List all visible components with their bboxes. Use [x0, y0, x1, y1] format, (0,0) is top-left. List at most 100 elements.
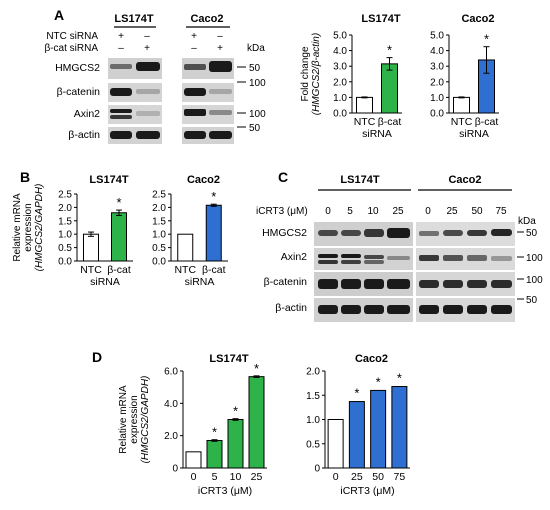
blot-a-band	[184, 64, 206, 70]
blot-c-band	[387, 305, 410, 314]
significance-asterisk: *	[354, 386, 359, 401]
bar	[370, 389, 387, 469]
blot-a-band	[136, 111, 160, 116]
blot-c-band	[467, 230, 487, 236]
bar	[227, 419, 244, 469]
x-sublabel: siRNA	[459, 128, 489, 140]
blot-c-ls-strip-axin2	[314, 248, 413, 270]
y-tick-label: 0	[172, 464, 178, 475]
blot-a-band	[136, 131, 160, 139]
blot-c-band	[467, 255, 487, 261]
y-axis-label: Fold change	[300, 46, 311, 101]
y-tick-label: 3.0	[430, 62, 444, 73]
y-tick-label: 2.0	[164, 431, 178, 442]
blot-c-band	[341, 254, 361, 258]
blot-a: LS174T Caco2 NTC siRNA β-cat siRNA + – +…	[44, 13, 266, 144]
blot-c-band	[491, 256, 512, 261]
blot-c-band	[419, 255, 439, 261]
chart-title: LS174T	[89, 174, 128, 186]
x-tick-label: 0	[333, 471, 339, 483]
blot-a-marker-100a: 100	[249, 78, 266, 89]
y-tick-label: 0.0	[58, 257, 72, 268]
blot-c-caco-strip-axin2	[416, 248, 515, 270]
x-axis-label: iCRT3 (μM)	[198, 485, 252, 497]
x-tick-label: NTC	[80, 264, 102, 276]
blot-c-dose-r1: 0	[425, 206, 431, 217]
blot-c-band	[491, 305, 512, 314]
blot-c-band	[318, 305, 338, 314]
blot-a-marker-100b: 100	[249, 109, 266, 120]
blot-a-sign-r2-l2: +	[144, 43, 150, 54]
blot-c-protein-hmgcs2: HMGCS2	[262, 227, 307, 239]
x-tick-label: β-cat	[107, 264, 131, 276]
bar	[356, 96, 373, 114]
bar	[381, 63, 398, 114]
blot-a-protein-axin2: Axin2	[74, 108, 100, 120]
blot-a-caco-strip-bcatenin	[182, 83, 234, 102]
blot-c-dose-l3: 10	[367, 206, 379, 217]
blot-c-marker-50b: 50	[526, 295, 538, 306]
blot-c-band	[364, 229, 384, 237]
blot-c-band	[419, 231, 439, 236]
blot-c-band	[467, 305, 487, 314]
blot-a-cellline-ls174t: LS174T	[114, 13, 153, 25]
blot-c-band	[443, 255, 463, 261]
x-tick-label: 75	[394, 471, 406, 483]
blot-c-protein-bcatenin: β-catenin	[264, 276, 308, 288]
blot-a-cellline-caco2: Caco2	[190, 13, 223, 25]
blot-c-dose-l4: 25	[392, 206, 404, 217]
y-tick-label: 2.0	[333, 77, 347, 88]
blot-c-cellline-caco2: Caco2	[448, 174, 481, 186]
chart-title: Caco2	[355, 353, 388, 365]
blot-a-band	[184, 109, 206, 116]
y-tick-label: 0.5	[152, 243, 166, 254]
blot-c-band	[364, 260, 384, 264]
chart-title: LS174T	[361, 13, 400, 25]
blot-c-band	[341, 279, 361, 289]
blot-a-band	[110, 109, 132, 113]
significance-asterisk: *	[233, 404, 238, 419]
chart-d-ls174t: LS174T 0 2.0 4.0 6.0 0 * 5 * 10 * 25 iCRT3 (μM) Relat…	[118, 353, 267, 497]
y-tick-label: 1.0	[152, 230, 166, 241]
blot-a-band	[110, 88, 132, 96]
significance-asterisk: *	[387, 43, 392, 58]
x-tick-label: 25	[351, 471, 363, 483]
x-tick-label: NTC	[174, 264, 196, 276]
blot-c-marker-100b: 100	[526, 275, 543, 286]
blot-c-band	[387, 256, 410, 260]
blot-c-dose-r2: 25	[446, 206, 458, 217]
blot-a-band	[136, 89, 160, 94]
blot-c-dose-r3: 50	[471, 206, 483, 217]
panel-label-b: B	[20, 169, 30, 185]
blot-a-band	[110, 131, 132, 139]
y-tick-label: 0.0	[333, 109, 347, 120]
y-tick-label: 2.5	[152, 190, 166, 201]
y-tick-label: 1.0	[333, 93, 347, 104]
y-tick-label: 0.0	[152, 257, 166, 268]
x-tick-label: 50	[372, 471, 384, 483]
blot-a-protein-bactin: β-actin	[68, 129, 100, 141]
y-axis-label: Relative mRNA	[118, 385, 129, 454]
blot-c-band	[318, 254, 338, 258]
blot-c-band	[387, 279, 410, 289]
y-tick-label: 2.0	[306, 367, 320, 378]
y-tick-label: 1.5	[306, 391, 320, 402]
y-tick-label: 4.0	[430, 46, 444, 57]
blot-a-protein-hmgcs2: HMGCS2	[55, 62, 100, 74]
blot-c-band	[387, 228, 410, 238]
blot-a-band	[184, 131, 206, 139]
y-tick-label: 2.0	[430, 77, 444, 88]
y-tick-label: 0.5	[58, 243, 72, 254]
blot-c-band	[341, 305, 361, 314]
x-tick-label: β-cat	[202, 264, 226, 276]
blot-c-band	[491, 229, 512, 236]
significance-asterisk: *	[254, 361, 259, 376]
panel-label-d: D	[92, 349, 102, 365]
blot-a-sign-r1-l1: +	[118, 31, 124, 42]
chart-title: LS174T	[209, 353, 248, 365]
blot-c-dose-l1: 0	[325, 206, 331, 217]
